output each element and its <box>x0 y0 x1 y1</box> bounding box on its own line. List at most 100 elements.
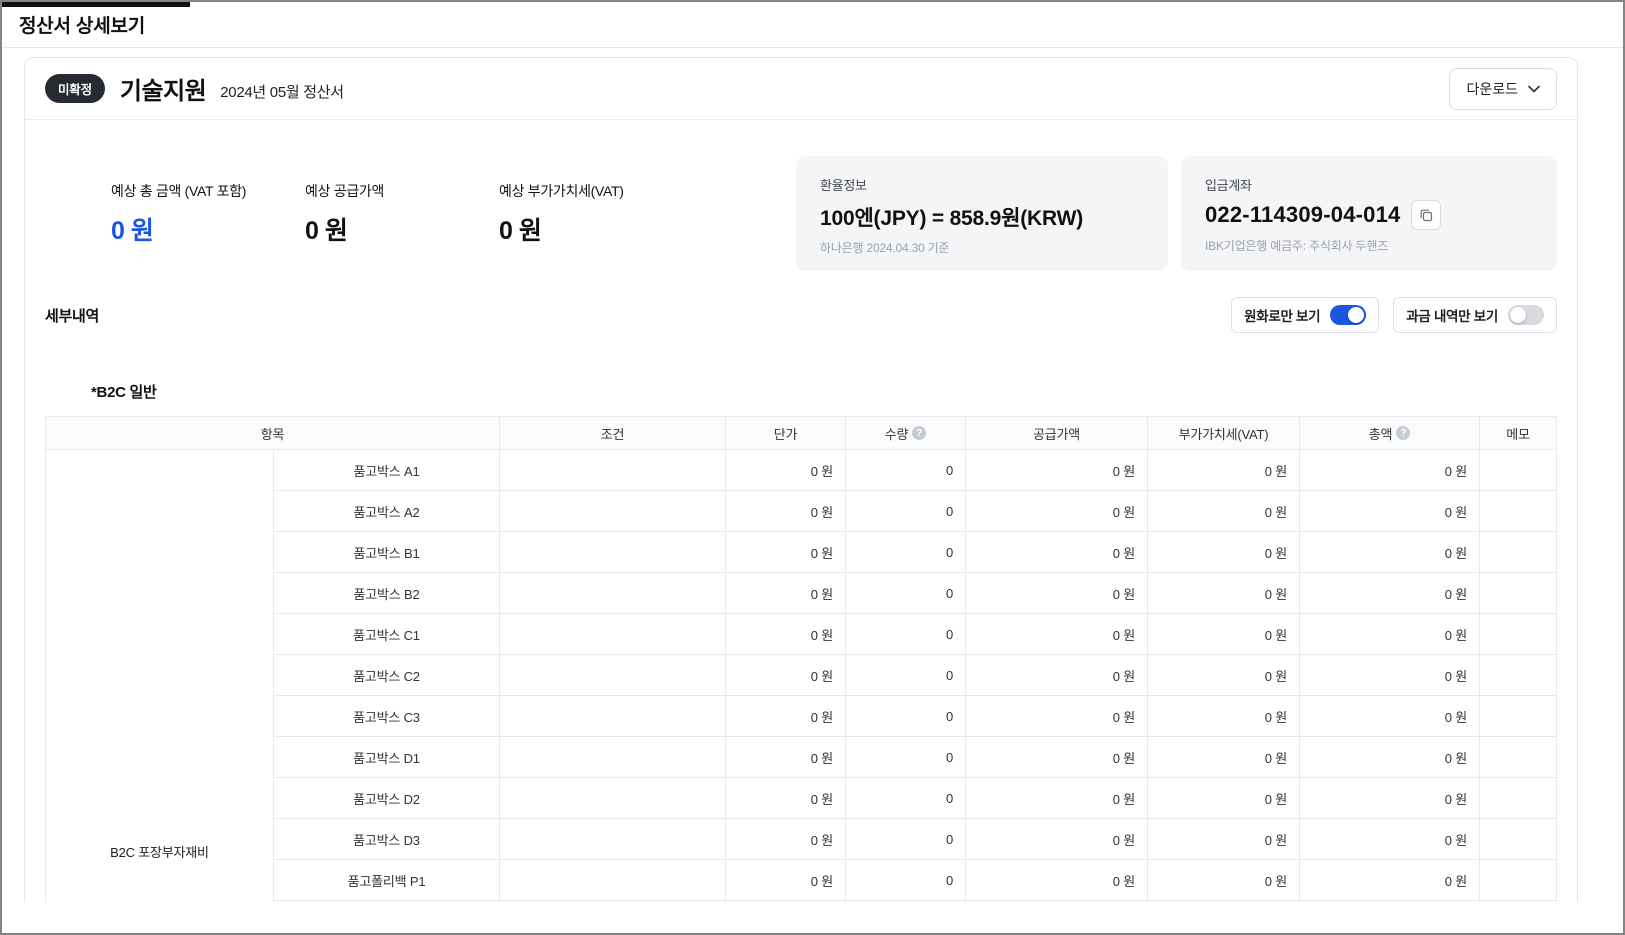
settlement-title: 기술지원 <box>119 78 207 105</box>
supply-price-cell: 0 원 <box>965 449 1148 491</box>
quantity-cell: 0 <box>845 736 966 778</box>
unit-price-cell: 0 원 <box>725 613 846 655</box>
item-name-cell: 품고박스 B1 <box>273 531 500 573</box>
unit-price-cell: 0 원 <box>725 490 846 532</box>
help-icon: ? <box>912 426 927 440</box>
settlement-card: 미확정 기술지원 2024년 05월 정산서 다운로드 예상 총 금액 (VAT… <box>24 57 1578 902</box>
total-cell: 0 원 <box>1299 695 1480 737</box>
vat-cell: 0 원 <box>1147 490 1300 532</box>
exchange-rate-value: 100엔(JPY) = 858.9원(KRW) <box>820 207 1083 230</box>
unit-price-cell: 0 원 <box>725 859 846 901</box>
quantity-cell: 0 <box>845 531 966 573</box>
memo-cell <box>1479 859 1557 901</box>
deposit-account-note: IBK기업은행 예금주: 주식회사 두핸즈 <box>1205 239 1389 253</box>
krw-only-toggle-box: 원화로만 보기 <box>1231 297 1380 333</box>
supply-price-cell: 0 원 <box>965 654 1148 696</box>
chevron-down-icon <box>1528 85 1540 93</box>
quantity-cell: 0 <box>845 859 966 901</box>
unit-price-cell: 0 원 <box>725 572 846 614</box>
copy-button[interactable] <box>1411 200 1442 230</box>
total-cell: 0 원 <box>1299 490 1480 532</box>
memo-cell <box>1479 572 1557 614</box>
item-name-cell: 품고박스 D2 <box>273 777 500 819</box>
condition-cell <box>499 572 726 614</box>
condition-cell <box>499 654 726 696</box>
vat-cell: 0 원 <box>1147 736 1300 778</box>
item-name-cell: 품고박스 C2 <box>273 654 500 696</box>
memo-cell <box>1479 449 1557 491</box>
group-label-cell: B2C 포장부자재비 <box>45 449 274 902</box>
quantity-cell: 0 <box>845 777 966 819</box>
item-name-cell: 품고박스 D1 <box>273 736 500 778</box>
summary-total-amount: 예상 총 금액 (VAT 포함) 0 원 <box>111 181 271 247</box>
summary-label: 예상 공급가액 <box>305 182 385 199</box>
item-name-cell: 품고폴리백 P1 <box>273 859 500 901</box>
unit-price-cell: 0 원 <box>725 777 846 819</box>
total-cell: 0 원 <box>1299 572 1480 614</box>
memo-cell <box>1479 695 1557 737</box>
page-title: 정산서 상세보기 <box>19 16 146 37</box>
condition-cell <box>499 531 726 573</box>
memo-cell <box>1479 654 1557 696</box>
vat-cell: 0 원 <box>1147 572 1300 614</box>
supply-price-cell: 0 원 <box>965 490 1148 532</box>
settlement-table: 항목 조건 단가 수량? 공급가액 부가가치세(VAT) 총액? 메모 B2C … <box>45 416 1557 902</box>
condition-cell <box>499 449 726 491</box>
total-cell: 0 원 <box>1299 654 1480 696</box>
table-wrap: 항목 조건 단가 수량? 공급가액 부가가치세(VAT) 총액? 메모 B2C … <box>25 416 1577 902</box>
item-name-cell: 품고박스 A1 <box>273 449 500 491</box>
details-title: 세부내역 <box>45 307 100 325</box>
supply-price-cell: 0 원 <box>965 531 1148 573</box>
krw-only-toggle[interactable] <box>1330 305 1367 325</box>
supply-price-cell: 0 원 <box>965 695 1148 737</box>
vat-cell: 0 원 <box>1147 818 1300 860</box>
deposit-account-box: 입금계좌 022-114309-04-014 IBK기업은행 예금주: 주식회사… <box>1181 156 1557 271</box>
item-name-cell: 품고박스 D3 <box>273 818 500 860</box>
exchange-rate-note: 하나은행 2024.04.30 기준 <box>820 241 950 255</box>
krw-only-toggle-label: 원화로만 보기 <box>1244 309 1321 324</box>
item-name-cell: 품고박스 C1 <box>273 613 500 655</box>
supply-price-cell: 0 원 <box>965 572 1148 614</box>
condition-cell <box>499 613 726 655</box>
table-row-partial <box>46 900 1557 902</box>
supply-price-cell: 0 원 <box>965 736 1148 778</box>
summary-vat: 예상 부가가치세(VAT) 0 원 <box>499 181 659 247</box>
copy-icon <box>1419 208 1433 222</box>
memo-cell <box>1479 531 1557 573</box>
status-badge: 미확정 <box>45 74 105 103</box>
header-memo: 메모 <box>1479 416 1557 450</box>
summary-value: 0 원 <box>305 216 348 245</box>
vat-cell: 0 원 <box>1147 859 1300 901</box>
condition-cell <box>499 695 726 737</box>
memo-cell <box>1479 818 1557 860</box>
memo-cell <box>1479 613 1557 655</box>
billing-only-toggle-box: 과금 내역만 보기 <box>1393 297 1557 333</box>
help-icon: ? <box>1396 426 1411 440</box>
unit-price-cell: 0 원 <box>725 695 846 737</box>
header-item: 항목 <box>45 416 500 450</box>
billing-only-toggle[interactable] <box>1508 305 1544 325</box>
memo-cell <box>1479 777 1557 819</box>
download-button[interactable]: 다운로드 <box>1449 67 1557 110</box>
header-supply-price: 공급가액 <box>965 416 1148 450</box>
vat-cell: 0 원 <box>1147 654 1300 696</box>
total-cell: 0 원 <box>1299 818 1480 860</box>
top-bar: 정산서 상세보기 <box>2 2 1623 48</box>
summary-supply-price: 예상 공급가액 0 원 <box>305 181 455 247</box>
unit-price-cell: 0 원 <box>725 818 846 860</box>
vat-cell: 0 원 <box>1147 613 1300 655</box>
header-quantity: 수량? <box>845 416 966 450</box>
quantity-cell: 0 <box>845 449 966 491</box>
vat-cell: 0 원 <box>1147 531 1300 573</box>
quantity-cell: 0 <box>845 654 966 696</box>
summary-label: 예상 부가가치세(VAT) <box>499 182 624 199</box>
memo-cell <box>1479 736 1557 778</box>
condition-cell <box>499 736 726 778</box>
settlement-subtitle: 2024년 05월 정산서 <box>220 84 344 101</box>
account-number: 022-114309-04-014 <box>1205 202 1401 227</box>
